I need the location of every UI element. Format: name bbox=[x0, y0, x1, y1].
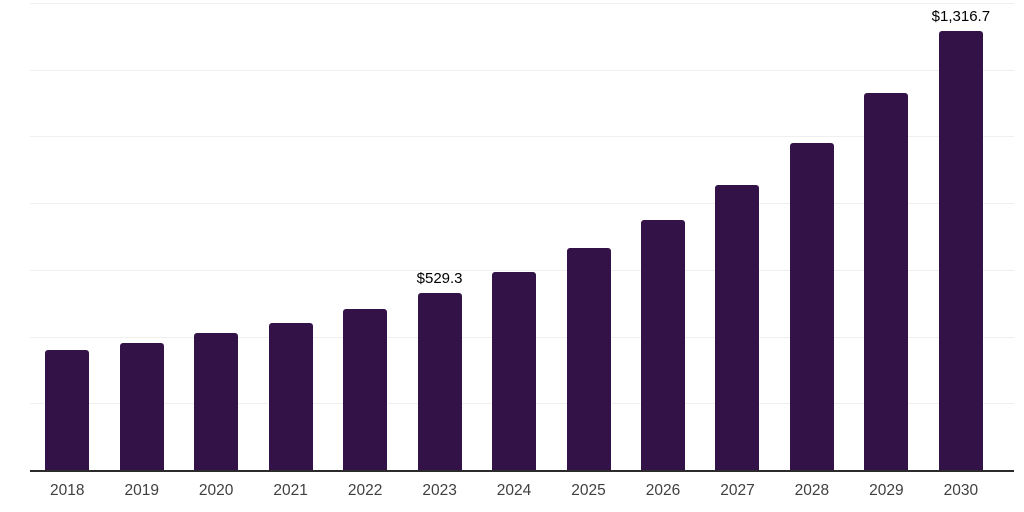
x-tick-2024: 2024 bbox=[496, 482, 532, 499]
gridline-1200 bbox=[30, 69, 1014, 71]
bar-slot-2021 bbox=[253, 0, 327, 470]
bar-2022 bbox=[343, 309, 388, 470]
bar-2019 bbox=[119, 343, 164, 470]
bar-2029 bbox=[864, 92, 909, 470]
gridline-1400 bbox=[30, 3, 1014, 4]
x-tick-2029: 2029 bbox=[869, 482, 904, 499]
bar-2028 bbox=[789, 143, 834, 470]
bar-slot-2018 bbox=[30, 0, 104, 470]
x-tick-2028: 2028 bbox=[794, 482, 830, 499]
x-tick-2022: 2022 bbox=[347, 482, 383, 499]
data-label-2030: $1,316.7 bbox=[931, 7, 991, 25]
bar-slot-2019 bbox=[104, 0, 178, 470]
bar-2023 bbox=[417, 293, 462, 470]
bar-2018 bbox=[45, 350, 90, 470]
bar-2021 bbox=[268, 323, 313, 470]
bar-slot-2020 bbox=[179, 0, 253, 470]
gridline-600 bbox=[30, 269, 1014, 271]
x-tick-2019: 2019 bbox=[124, 482, 159, 499]
bar-2027 bbox=[715, 185, 760, 470]
gridline-800 bbox=[30, 203, 1014, 205]
bar-slot-2022 bbox=[328, 0, 402, 470]
x-tick-2025: 2025 bbox=[571, 482, 606, 499]
bar-slot-2023: $529.3 bbox=[402, 0, 476, 470]
bar-2024 bbox=[492, 272, 537, 470]
bar-slot-2024 bbox=[477, 0, 551, 470]
x-tick-2020: 2020 bbox=[198, 482, 234, 499]
x-tick-2023: 2023 bbox=[422, 482, 457, 499]
bar-2020 bbox=[194, 332, 239, 470]
bar-2026 bbox=[640, 219, 685, 470]
x-axis-line bbox=[30, 470, 1014, 472]
x-tick-2021: 2021 bbox=[273, 482, 308, 499]
gridline-1000 bbox=[30, 136, 1014, 138]
x-axis-labels: 2018 2019 2020 2021 2022 2023 2024 2025 2026 2027… bbox=[30, 482, 998, 500]
bar-2030 bbox=[938, 30, 983, 470]
bar-slot-2026 bbox=[626, 0, 700, 470]
x-tick-2026: 2026 bbox=[645, 482, 681, 499]
x-tick-2027: 2027 bbox=[720, 482, 755, 499]
bar-slot-2027 bbox=[700, 0, 774, 470]
bar-slot-2028 bbox=[775, 0, 849, 470]
x-tick-2030: 2030 bbox=[943, 482, 979, 499]
x-tick-2018: 2018 bbox=[49, 482, 85, 499]
bar-slot-2025 bbox=[551, 0, 625, 470]
bar-slot-2029 bbox=[849, 0, 923, 470]
bars-layer: $529.3 $1,316.7 bbox=[30, 0, 998, 470]
bar-2025 bbox=[566, 248, 611, 470]
data-label-2023: $529.3 bbox=[416, 270, 463, 288]
bar-slot-2030: $1,316.7 bbox=[924, 0, 998, 470]
